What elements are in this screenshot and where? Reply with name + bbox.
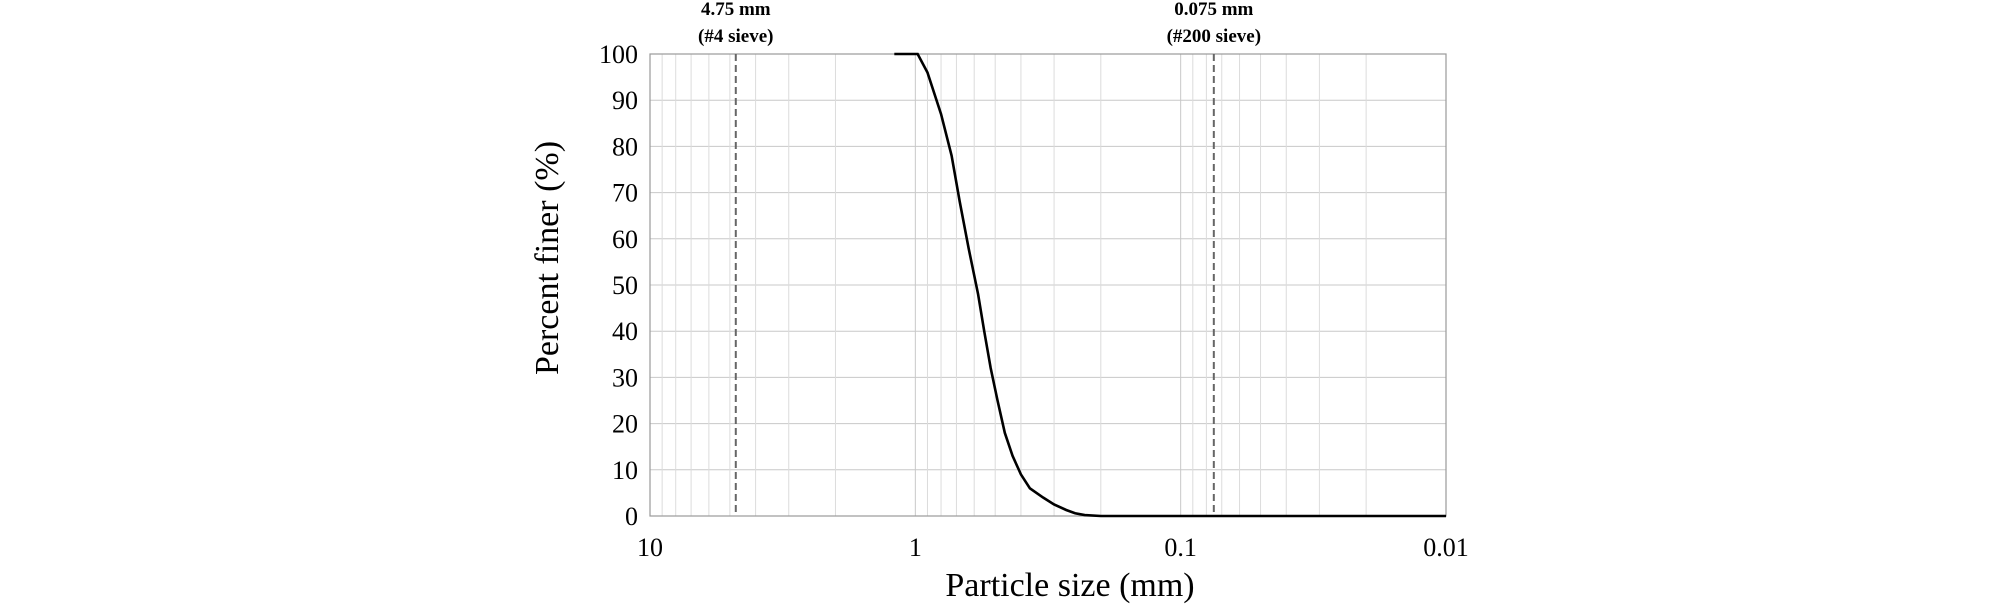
y-tick-label: 90 (612, 86, 638, 115)
sieve-label-name: (#200 sieve) (1167, 26, 1261, 47)
grid-lines (650, 53, 1447, 517)
series-line-percent-finer (894, 52, 1446, 518)
sieve-label-name: (#4 sieve) (698, 26, 773, 47)
sieve-label-size: 0.075 mm (1174, 0, 1253, 20)
x-tick-label: 1 (909, 533, 922, 562)
x-tick-label: 10 (637, 533, 663, 562)
sieve-reference-lines: 4.75 mm (#4 sieve) 0.075 mm (#200 sieve) (698, 0, 1261, 516)
y-tick-label: 10 (612, 456, 638, 485)
y-axis-title: Percent finer (%) (529, 141, 566, 375)
y-tick-label: 30 (612, 363, 638, 392)
x-tick-label: 0.1 (1164, 533, 1197, 562)
sieve-label-size: 4.75 mm (701, 0, 771, 20)
y-tick-labels: 0 10 20 30 40 50 60 70 80 90 100 (599, 40, 638, 531)
y-tick-label: 50 (612, 271, 638, 300)
y-tick-label: 60 (612, 225, 638, 254)
x-axis-title: Particle size (mm) (945, 567, 1194, 604)
y-tick-label: 80 (612, 132, 638, 161)
y-tick-label: 0 (625, 502, 638, 531)
y-tick-label: 20 (612, 410, 638, 439)
x-tick-label: 0.01 (1423, 533, 1469, 562)
x-tick-labels: 10 1 0.1 0.01 (637, 533, 1469, 562)
y-tick-label: 100 (599, 40, 638, 69)
y-tick-label: 40 (612, 317, 638, 346)
plot-border (649, 53, 1447, 517)
y-tick-label: 70 (612, 179, 638, 208)
